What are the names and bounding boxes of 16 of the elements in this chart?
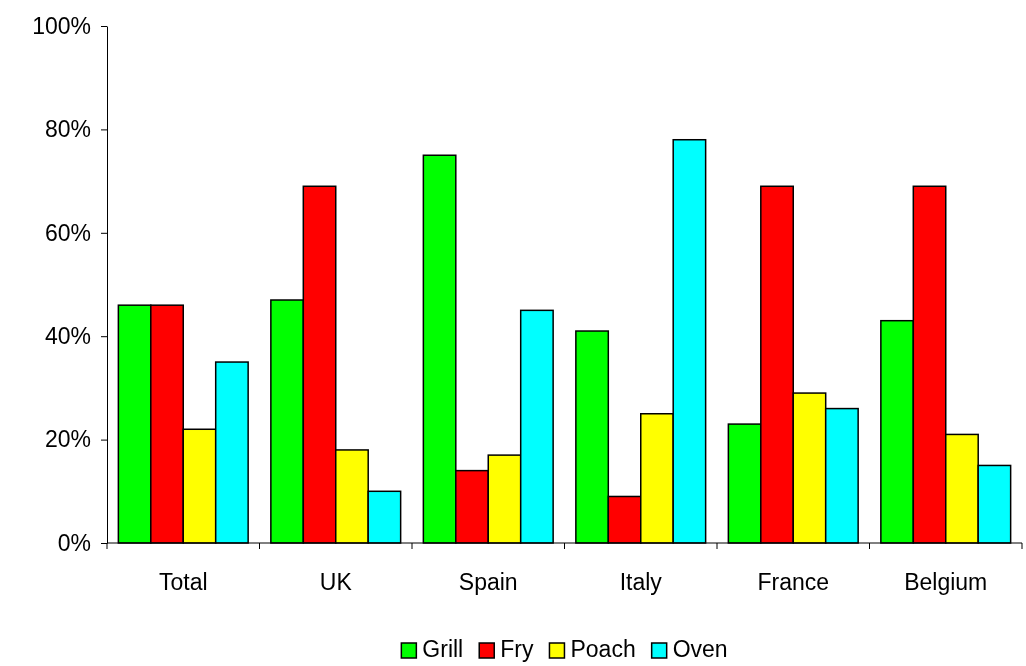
y-tick-label: 80%	[44, 116, 91, 143]
legend-label: Fry	[500, 636, 534, 662]
y-tick-label: 40%	[44, 323, 91, 350]
x-tick-label: UK	[319, 569, 353, 595]
y-tick-label: 60%	[44, 219, 91, 246]
legend-label: Poach	[570, 636, 636, 662]
y-tick-label: 100%	[32, 12, 91, 39]
y-tick-label: 0%	[57, 529, 91, 556]
x-tick-label: Spain	[458, 569, 518, 595]
legend-label: Oven	[672, 636, 728, 662]
x-tick-label: Total	[158, 569, 208, 595]
y-tick-label: 20%	[44, 426, 91, 453]
legend-label: Grill	[422, 636, 464, 662]
x-tick-label: France	[757, 569, 830, 595]
x-tick-label: Belgium	[904, 569, 988, 595]
x-tick-label: Italy	[619, 569, 663, 595]
